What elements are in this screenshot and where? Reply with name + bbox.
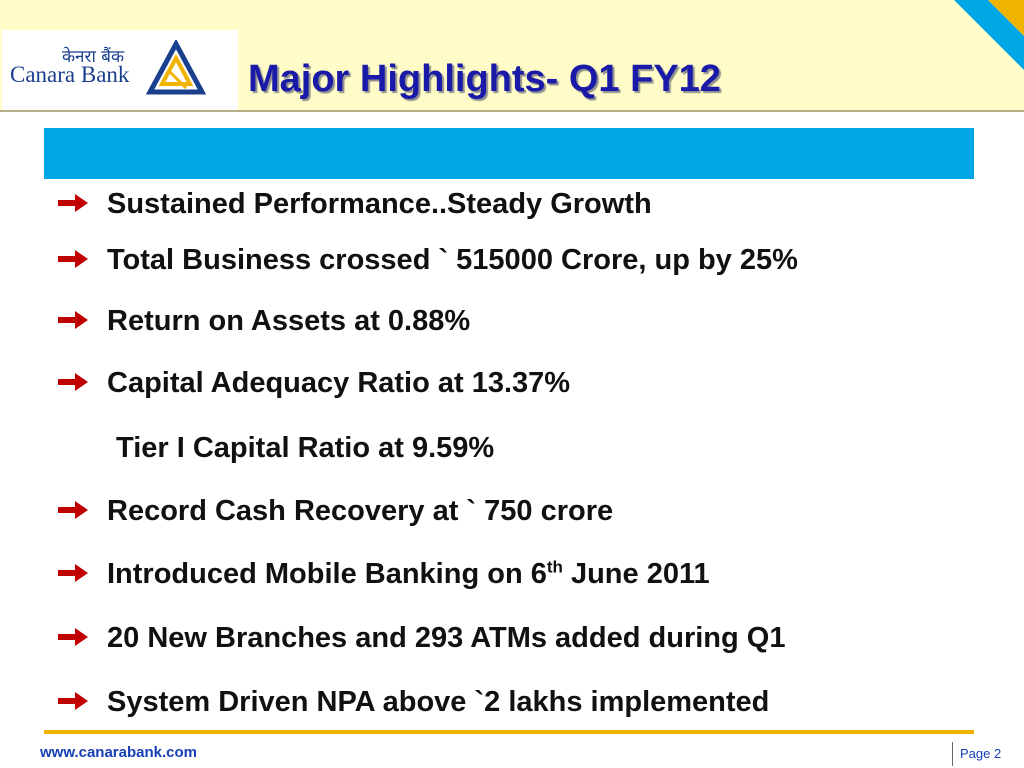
bullet-text-after: June 2011 [562,558,710,590]
arrow-right-icon [58,564,88,583]
corner-stripe-decoration [954,0,1024,70]
bullet-text: Introduced Mobile Banking on 6 [107,558,547,590]
canara-bank-logo-icon [146,40,206,95]
bullet-item: Record Cash Recovery at ` 750 crore [58,495,613,528]
sub-bullet-item: Tier I Capital Ratio at 9.59% [116,432,494,465]
bullet-item: System Driven NPA above `2 lakhs impleme… [58,686,769,719]
logo [2,30,238,110]
arrow-right-icon [58,501,88,520]
title-band [44,128,974,179]
page-number: Page 2 [960,746,1002,761]
bullet-item: 20 New Branches and 293 ATMs added durin… [58,622,785,655]
bullet-text: Tier I Capital Ratio at 9.59% [116,432,495,464]
bullet-item: Sustained Performance..Steady Growth [58,188,652,221]
bullet-text: Sustained Performance..Steady Growth [107,188,652,220]
footer-accent-bar [44,730,974,734]
bullet-item: Introduced Mobile Banking on 6th June 20… [58,558,710,591]
arrow-right-icon [58,373,88,392]
arrow-right-icon [58,194,88,213]
bullet-text: Return on Assets at 0.88% [107,305,471,337]
superscript-th: th [546,557,563,577]
arrow-right-icon [58,692,88,711]
slide-title: Major Highlights- Q1 FY12 [248,58,721,100]
bullet-item: Total Business crossed ` 515000 Crore, u… [58,244,798,277]
bullet-text: 20 New Branches and 293 ATMs added durin… [107,622,786,654]
bullet-text: System Driven NPA above `2 lakhs impleme… [107,686,770,718]
arrow-right-icon [58,628,88,647]
logo-hindi-text: केनरा बैंक [62,47,125,67]
bullet-item: Capital Adequacy Ratio at 13.37% [58,367,570,400]
arrow-right-icon [58,311,88,330]
footer-divider [952,742,953,766]
header-divider [0,110,1024,112]
arrow-right-icon [58,250,88,269]
bullet-text: Capital Adequacy Ratio at 13.37% [107,367,571,399]
footer-website-link[interactable]: www.canarabank.com [40,744,198,761]
logo-text: Canara Bank [10,62,130,87]
bullet-item: Return on Assets at 0.88% [58,305,470,338]
bullet-text: Total Business crossed ` 515000 Crore, u… [107,244,798,276]
bullet-text: Record Cash Recovery at ` 750 crore [107,495,614,527]
